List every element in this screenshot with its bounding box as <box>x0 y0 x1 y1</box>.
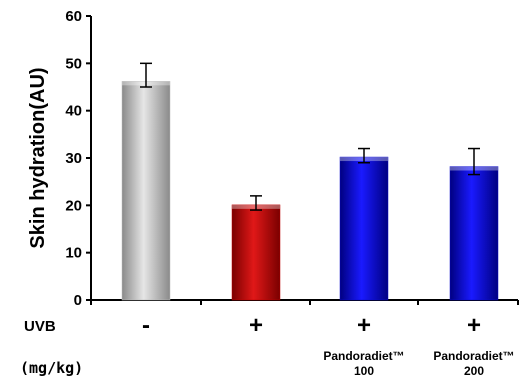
y-tick-label: 60 <box>65 8 82 25</box>
y-tick-label: 50 <box>65 55 82 72</box>
bar <box>121 81 171 301</box>
dose-row-label: (mg/kg) <box>20 359 84 377</box>
bar <box>449 166 499 301</box>
error-bars <box>140 62 480 211</box>
dose-name: Pandoradiet™ <box>323 349 405 363</box>
bar <box>231 204 281 301</box>
uvb-value: + <box>356 312 371 339</box>
uvb-value: - <box>142 312 150 339</box>
y-tick-label: 40 <box>65 103 82 120</box>
uvb-value: + <box>466 312 481 339</box>
dose-value: Pandoradiet™ 100 <box>314 349 414 379</box>
bar <box>339 156 389 301</box>
dose-name: Pandoradiet™ <box>433 349 515 363</box>
dose-amount: 100 <box>353 364 375 378</box>
y-tick-label: 0 <box>74 292 82 309</box>
y-tick-label: 20 <box>65 197 82 214</box>
dose-amount: 200 <box>463 364 485 378</box>
dose-value: Pandoradiet™ 200 <box>424 349 524 379</box>
y-tick-label: 30 <box>65 150 82 167</box>
uvb-row-label: UVB <box>24 318 56 335</box>
y-axis-label: Skin hydration(AU) <box>27 67 49 248</box>
bars <box>121 81 499 301</box>
y-tick-label: 10 <box>65 245 82 262</box>
uvb-value: + <box>248 312 263 339</box>
